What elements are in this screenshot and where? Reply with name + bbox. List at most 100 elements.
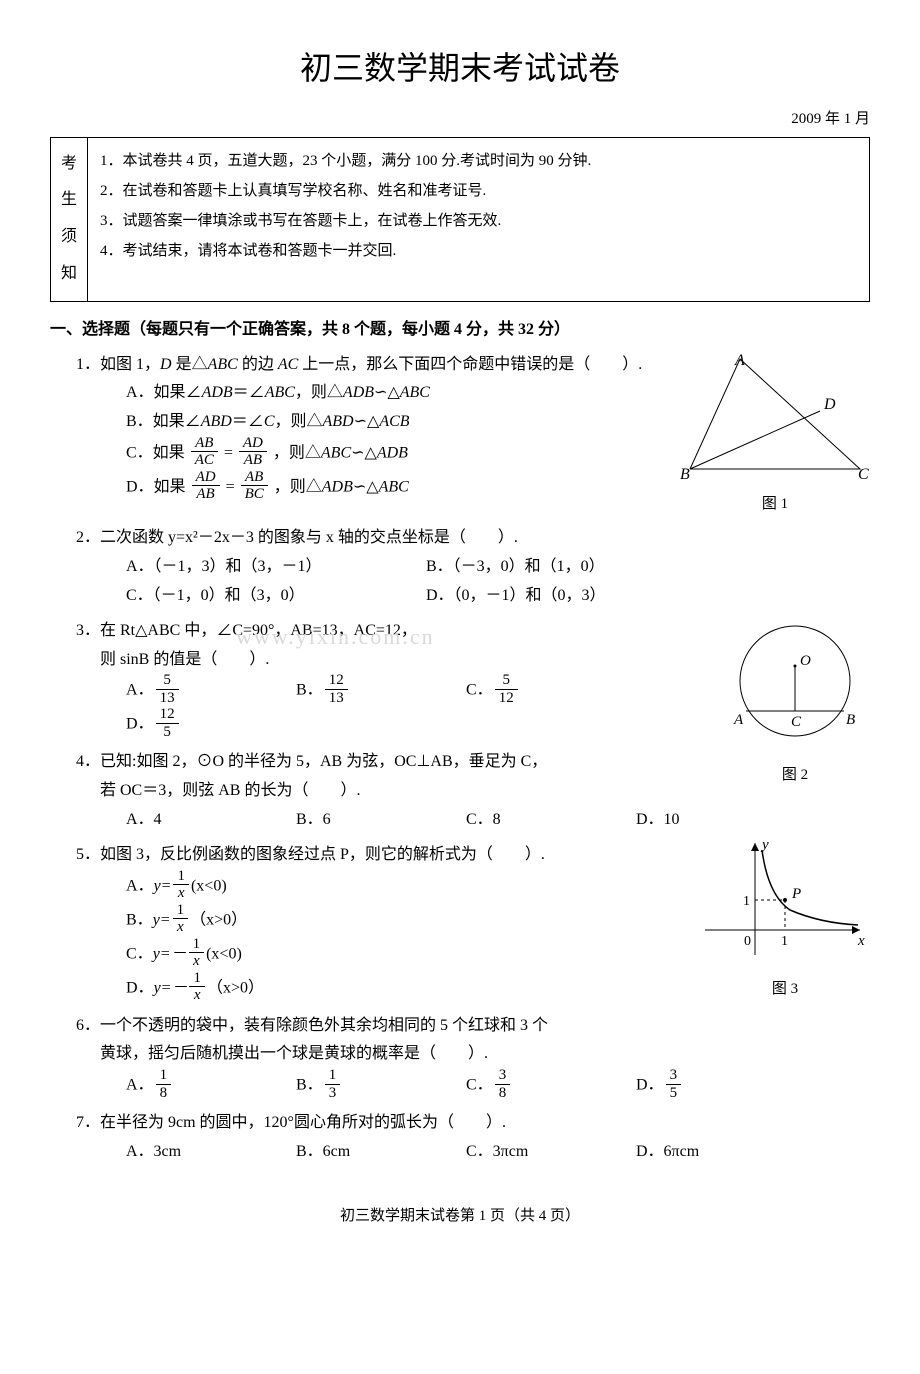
text: ∽△ <box>354 413 380 430</box>
text: ＝∠ <box>233 384 265 401</box>
opt-d: D．y=－1x（x>0） <box>126 972 426 1006</box>
svg-text:B: B <box>680 466 690 481</box>
opt-d: D．125 <box>126 708 296 742</box>
text: 1．如图 1， <box>76 356 160 373</box>
text: ∽△ <box>353 479 379 496</box>
opt-a: A．4 <box>126 806 296 835</box>
q4-options: A．4 B．6 C．8 D．10 <box>126 806 870 835</box>
question-4: 4．已知:如图 2，⊙O 的半径为 5，AB 为弦，OC⊥AB，垂足为 C， 若… <box>76 748 870 834</box>
text: A．如果∠ <box>126 384 202 401</box>
triangle-diagram: A B C D <box>680 351 870 481</box>
text: A． <box>126 1077 154 1094</box>
denom: x <box>173 919 189 936</box>
opt-a: A．513 <box>126 674 296 708</box>
text: A． <box>126 877 154 894</box>
q6-options: A．18 B．13 C．38 D．35 <box>126 1069 870 1103</box>
text: C． <box>466 1077 493 1094</box>
text: ，则△ <box>273 445 321 462</box>
numer: 1 <box>173 902 189 920</box>
text: y=－ <box>154 979 188 996</box>
text: (x<0) <box>191 877 227 894</box>
opt-b: B．6 <box>296 806 466 835</box>
opt-a: A．y=1x(x<0) <box>126 870 426 904</box>
text: ＝∠ <box>232 413 264 430</box>
denom: 13 <box>156 690 179 707</box>
notice-header: 考 生 须 知 <box>51 138 88 301</box>
notice-item: 3．试题答案一律填涂或书写在答题卡上，在试卷上作答无效. <box>100 206 857 236</box>
page-title: 初三数学期末考试试卷 <box>50 40 870 98</box>
opt-a: A．3cm <box>126 1138 296 1167</box>
opt-b: B．y=1x（x>0） <box>126 904 426 938</box>
question-7: 7．在半径为 9cm 的圆中，120°圆心角所对的弧长为（ ）. A．3cm B… <box>76 1109 870 1167</box>
text: C． <box>126 945 153 962</box>
question-3: www.yixin.com.cn 3．在 Rt△ABC 中，∠C=90°，AB=… <box>76 617 870 743</box>
text: 上一点，那么下面四个命题中错误的是（ ）. <box>298 356 642 373</box>
numer: 12 <box>156 706 179 724</box>
denom: 5 <box>156 724 179 741</box>
q2-stem: 2．二次函数 y=x²－2x－3 的图象与 x 轴的交点坐标是（ ）. <box>76 524 870 553</box>
numer: 1 <box>189 936 205 954</box>
text: ，则△ <box>274 413 322 430</box>
question-5: 5．如图 3，反比例函数的图象经过点 P，则它的解析式为（ ）. A．y=1x(… <box>76 841 870 1006</box>
numer: 1 <box>156 1067 172 1085</box>
notice-item: 2．在试卷和答题卡上认真填写学校名称、姓名和准考证号. <box>100 176 857 206</box>
q6-stem-2: 黄球，摇匀后随机摸出一个球是黄球的概率是（ ）. <box>100 1040 870 1069</box>
text: B． <box>126 911 153 928</box>
text: y=－ <box>153 945 187 962</box>
text: B． <box>296 1077 323 1094</box>
text: A． <box>126 682 154 699</box>
opt-b: B．1213 <box>296 674 466 708</box>
svg-text:C: C <box>858 466 869 481</box>
numer: 1 <box>189 970 205 988</box>
opt-c: C．38 <box>466 1069 636 1103</box>
q5-options: A．y=1x(x<0) B．y=1x（x>0） C．y=－1x(x<0) D．y… <box>126 870 870 1006</box>
opt-c: C．y=－1x(x<0) <box>126 938 426 972</box>
numer: 5 <box>495 672 518 690</box>
opt-b: B．（－3，0）和（1，0） <box>426 553 726 582</box>
figure-1-label: 图 1 <box>680 491 870 518</box>
numer: 3 <box>666 1067 682 1085</box>
denom: x <box>189 953 205 970</box>
opt-c: C．512 <box>466 674 636 708</box>
text: C．如果 <box>126 445 185 462</box>
opt-d: D．35 <box>636 1069 806 1103</box>
q4-stem-2: 若 OC＝3，则弦 AB 的长为（ ）. <box>100 777 870 806</box>
text: D． <box>126 716 154 733</box>
opt-c: C．（－1，0）和（3，0） <box>126 582 426 611</box>
denom: 12 <box>495 690 518 707</box>
numer: 12 <box>325 672 348 690</box>
text: B．如果∠ <box>126 413 201 430</box>
opt-c: C．8 <box>466 806 636 835</box>
notice-box: 考 生 须 知 1．本试卷共 4 页，五道大题，23 个小题，满分 100 分.… <box>50 137 870 302</box>
q4-stem: 4．已知:如图 2，⊙O 的半径为 5，AB 为弦，OC⊥AB，垂足为 C， <box>76 748 870 777</box>
text: （x>0） <box>207 979 264 996</box>
text: D．如果 <box>126 479 186 496</box>
denom: x <box>173 885 189 902</box>
text: ，则△ <box>274 479 322 496</box>
numer: 1 <box>325 1067 341 1085</box>
denom: 8 <box>495 1085 511 1102</box>
q6-stem: 6．一个不透明的袋中，装有除颜色外其余均相同的 5 个红球和 3 个 <box>76 1012 870 1041</box>
notice-char: 考 <box>61 150 77 179</box>
opt-d: D．10 <box>636 806 806 835</box>
q3-options: A．513 B．1213 C．512 D．125 <box>126 674 712 742</box>
q5-stem: 5．如图 3，反比例函数的图象经过点 P，则它的解析式为（ ）. <box>76 841 870 870</box>
numer: 1 <box>173 868 189 886</box>
denom: x <box>189 987 205 1004</box>
q3-stem-2: 则 sinB 的值是（ ）. <box>100 646 870 675</box>
question-6: 6．一个不透明的袋中，装有除颜色外其余均相同的 5 个红球和 3 个 黄球，摇匀… <box>76 1012 870 1104</box>
text: ，则△ <box>295 384 343 401</box>
q2-options: A．（－1，3）和（3，－1） B．（－3，0）和（1，0） C．（－1，0）和… <box>126 553 870 611</box>
opt-d: D．（0，－1）和（0，3） <box>426 582 726 611</box>
text: 是△ <box>172 356 208 373</box>
notice-item: 4．考试结束，请将本试卷和答题卡一并交回. <box>100 236 857 266</box>
text: B． <box>296 682 323 699</box>
notice-item: 1．本试卷共 4 页，五道大题，23 个小题，满分 100 分.考试时间为 90… <box>100 146 857 176</box>
text: D． <box>636 1077 664 1094</box>
text: C． <box>466 682 493 699</box>
q7-stem: 7．在半径为 9cm 的圆中，120°圆心角所对的弧长为（ ）. <box>76 1109 870 1138</box>
exam-date: 2009 年 1 月 <box>50 106 870 133</box>
text: （x>0） <box>190 911 247 928</box>
text: 3．在 Rt△ABC 中，∠C=90°，AB=13，AC=12， <box>76 622 417 639</box>
opt-a: A．18 <box>126 1069 296 1103</box>
